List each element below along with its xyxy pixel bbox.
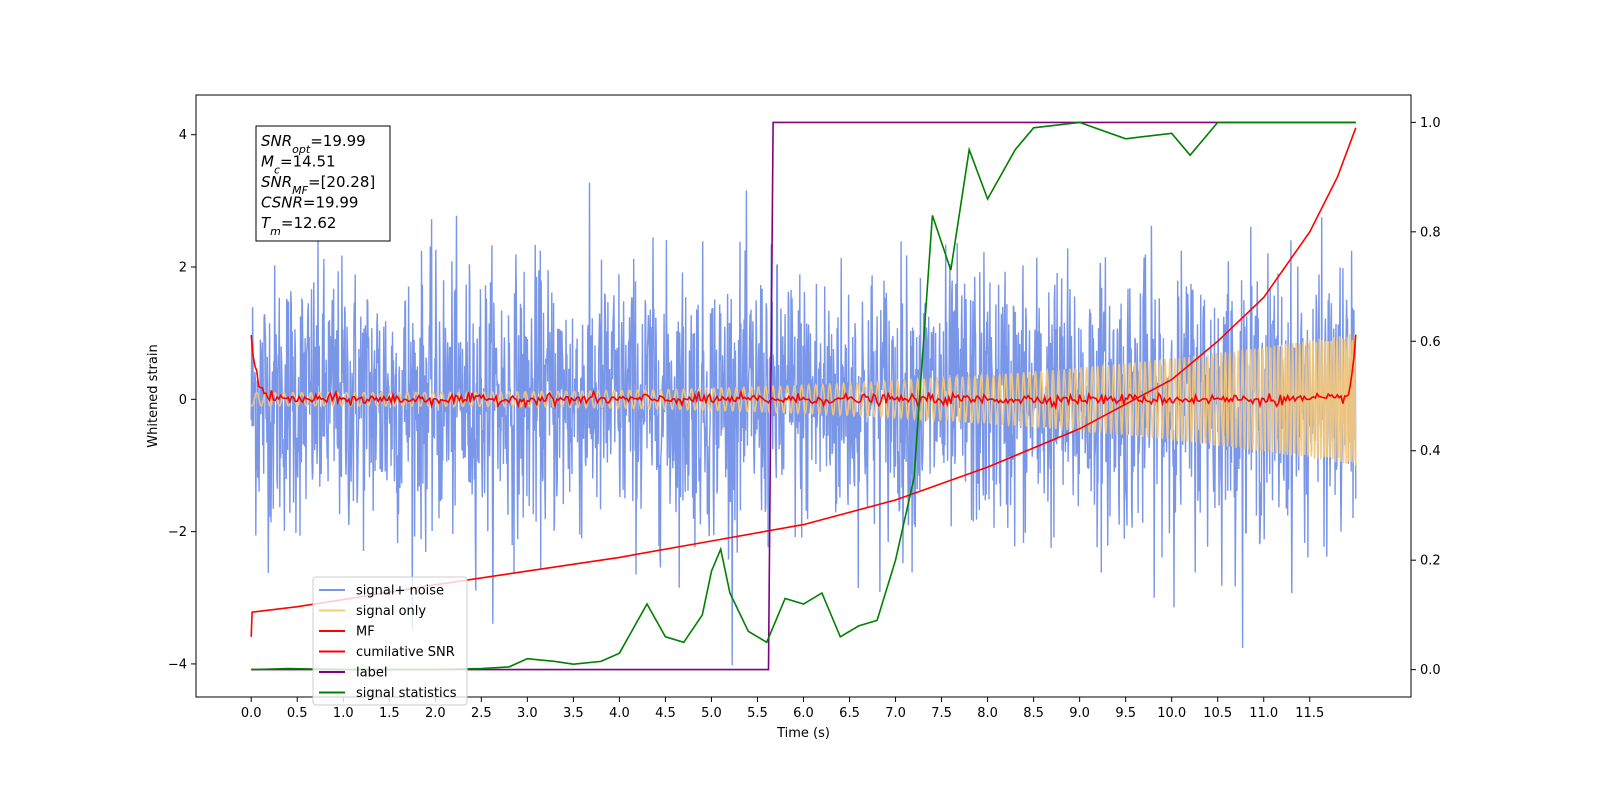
- x-tick-label: 7.5: [931, 706, 952, 721]
- annotation-subscript: m: [270, 225, 281, 238]
- annotation-line: CSNR=19.99: [261, 194, 358, 212]
- legend-entry: cumilative SNR: [356, 645, 455, 660]
- x-tick-label: 10.5: [1203, 706, 1232, 721]
- x-tick-label: 10.0: [1157, 706, 1186, 721]
- annotation-symbol: CSNR: [261, 194, 303, 212]
- annotation-line: Mc=14.51: [261, 153, 336, 177]
- annotation-symbol: SNR: [261, 173, 292, 191]
- x-tick-label: 4.0: [609, 706, 630, 721]
- x-tick-label: 11.0: [1249, 706, 1278, 721]
- annotation-symbol: T: [261, 214, 272, 232]
- x-tick-label: 4.5: [655, 706, 676, 721]
- y-tick-label: 2: [179, 261, 187, 276]
- x-tick-label: 0.0: [241, 706, 262, 721]
- x-tick-label: 0.5: [287, 706, 308, 721]
- annotation-value: =14.51: [280, 153, 336, 171]
- legend-entry: signal+ noise: [356, 584, 444, 599]
- y-tick-label: −2: [168, 525, 187, 540]
- annotation-value: =12.62: [281, 214, 337, 232]
- legend-entry: label: [356, 666, 387, 681]
- series-line-4: [251, 121, 1356, 671]
- annotation-symbol: M: [261, 153, 274, 171]
- y2-tick-label: 0.2: [1420, 554, 1441, 569]
- x-tick-label: 6.0: [793, 706, 814, 721]
- series-line-5: [251, 121, 1356, 671]
- y2-tick-label: 0.0: [1420, 663, 1441, 678]
- x-tick-label: 2.5: [471, 706, 492, 721]
- x-tick-label: 11.5: [1295, 706, 1324, 721]
- annotation-line: SNRopt=19.99: [261, 132, 366, 156]
- x-axis-label: Time (s): [776, 726, 830, 741]
- series-line-2: [250, 334, 1357, 411]
- x-tick-label: 3.0: [517, 706, 538, 721]
- y-tick-label: 4: [179, 128, 187, 143]
- x-tick-label: 5.0: [701, 706, 722, 721]
- annotation-subscript: opt: [292, 143, 311, 156]
- legend-box: [312, 576, 468, 706]
- x-tick-label: 2.0: [425, 706, 446, 721]
- y2-tick-label: 0.6: [1420, 335, 1441, 350]
- y2-tick-label: 1.0: [1420, 116, 1441, 131]
- y-axis-ticks: −4 −2 0 2 4: [168, 128, 196, 672]
- series-line-0: [250, 182, 1357, 666]
- x-tick-label: 8.5: [1023, 706, 1044, 721]
- legend-entry: signal statistics: [356, 686, 457, 701]
- x-tick-label: 7.0: [885, 706, 906, 721]
- legend-entry: signal only: [356, 604, 426, 619]
- y2-axis-ticks: 0.0 0.2 0.4 0.6 0.8 1.0: [1411, 116, 1441, 678]
- y-tick-label: 0: [179, 393, 187, 408]
- annotation-box: [255, 125, 391, 242]
- x-tick-label: 3.5: [563, 706, 584, 721]
- legend-entry: MF: [356, 625, 375, 640]
- y-tick-label: −4: [168, 657, 187, 672]
- x-tick-label: 1.5: [379, 706, 400, 721]
- x-tick-label: 5.5: [747, 706, 768, 721]
- x-tick-label: 9.0: [1069, 706, 1090, 721]
- y2-tick-label: 0.8: [1420, 225, 1441, 240]
- x-tick-label: 1.0: [333, 706, 354, 721]
- y2-tick-label: 0.4: [1420, 444, 1441, 459]
- stats-annotation-box: SNRopt=19.99Mc=14.51SNRMF=[20.28]CSNR=19…: [255, 125, 391, 242]
- x-axis-ticks: 0.0 0.5 1.0 1.5 2.0 2.5 3.0 3.5 4.0 4.5 5.0 5.5 6.0 6…: [241, 697, 1324, 721]
- annotation-subscript: c: [274, 163, 280, 176]
- annotation-value: =[20.28]: [308, 173, 375, 191]
- annotation-subscript: MF: [292, 184, 308, 197]
- annotation-value: =19.99: [303, 194, 359, 212]
- x-tick-label: 6.5: [839, 706, 860, 721]
- x-tick-label: 8.0: [977, 706, 998, 721]
- legend: signal+ noise signal only MF cumilative SNR…: [312, 576, 468, 706]
- y-axis-label: Whitened strain: [146, 344, 161, 447]
- x-tick-label: 9.5: [1115, 706, 1136, 721]
- annotation-line: Tm=12.62: [261, 214, 336, 238]
- annotation-value: =19.99: [310, 132, 366, 150]
- annotation-symbol: SNR: [261, 132, 292, 150]
- annotation-line: SNRMF=[20.28]: [261, 173, 375, 197]
